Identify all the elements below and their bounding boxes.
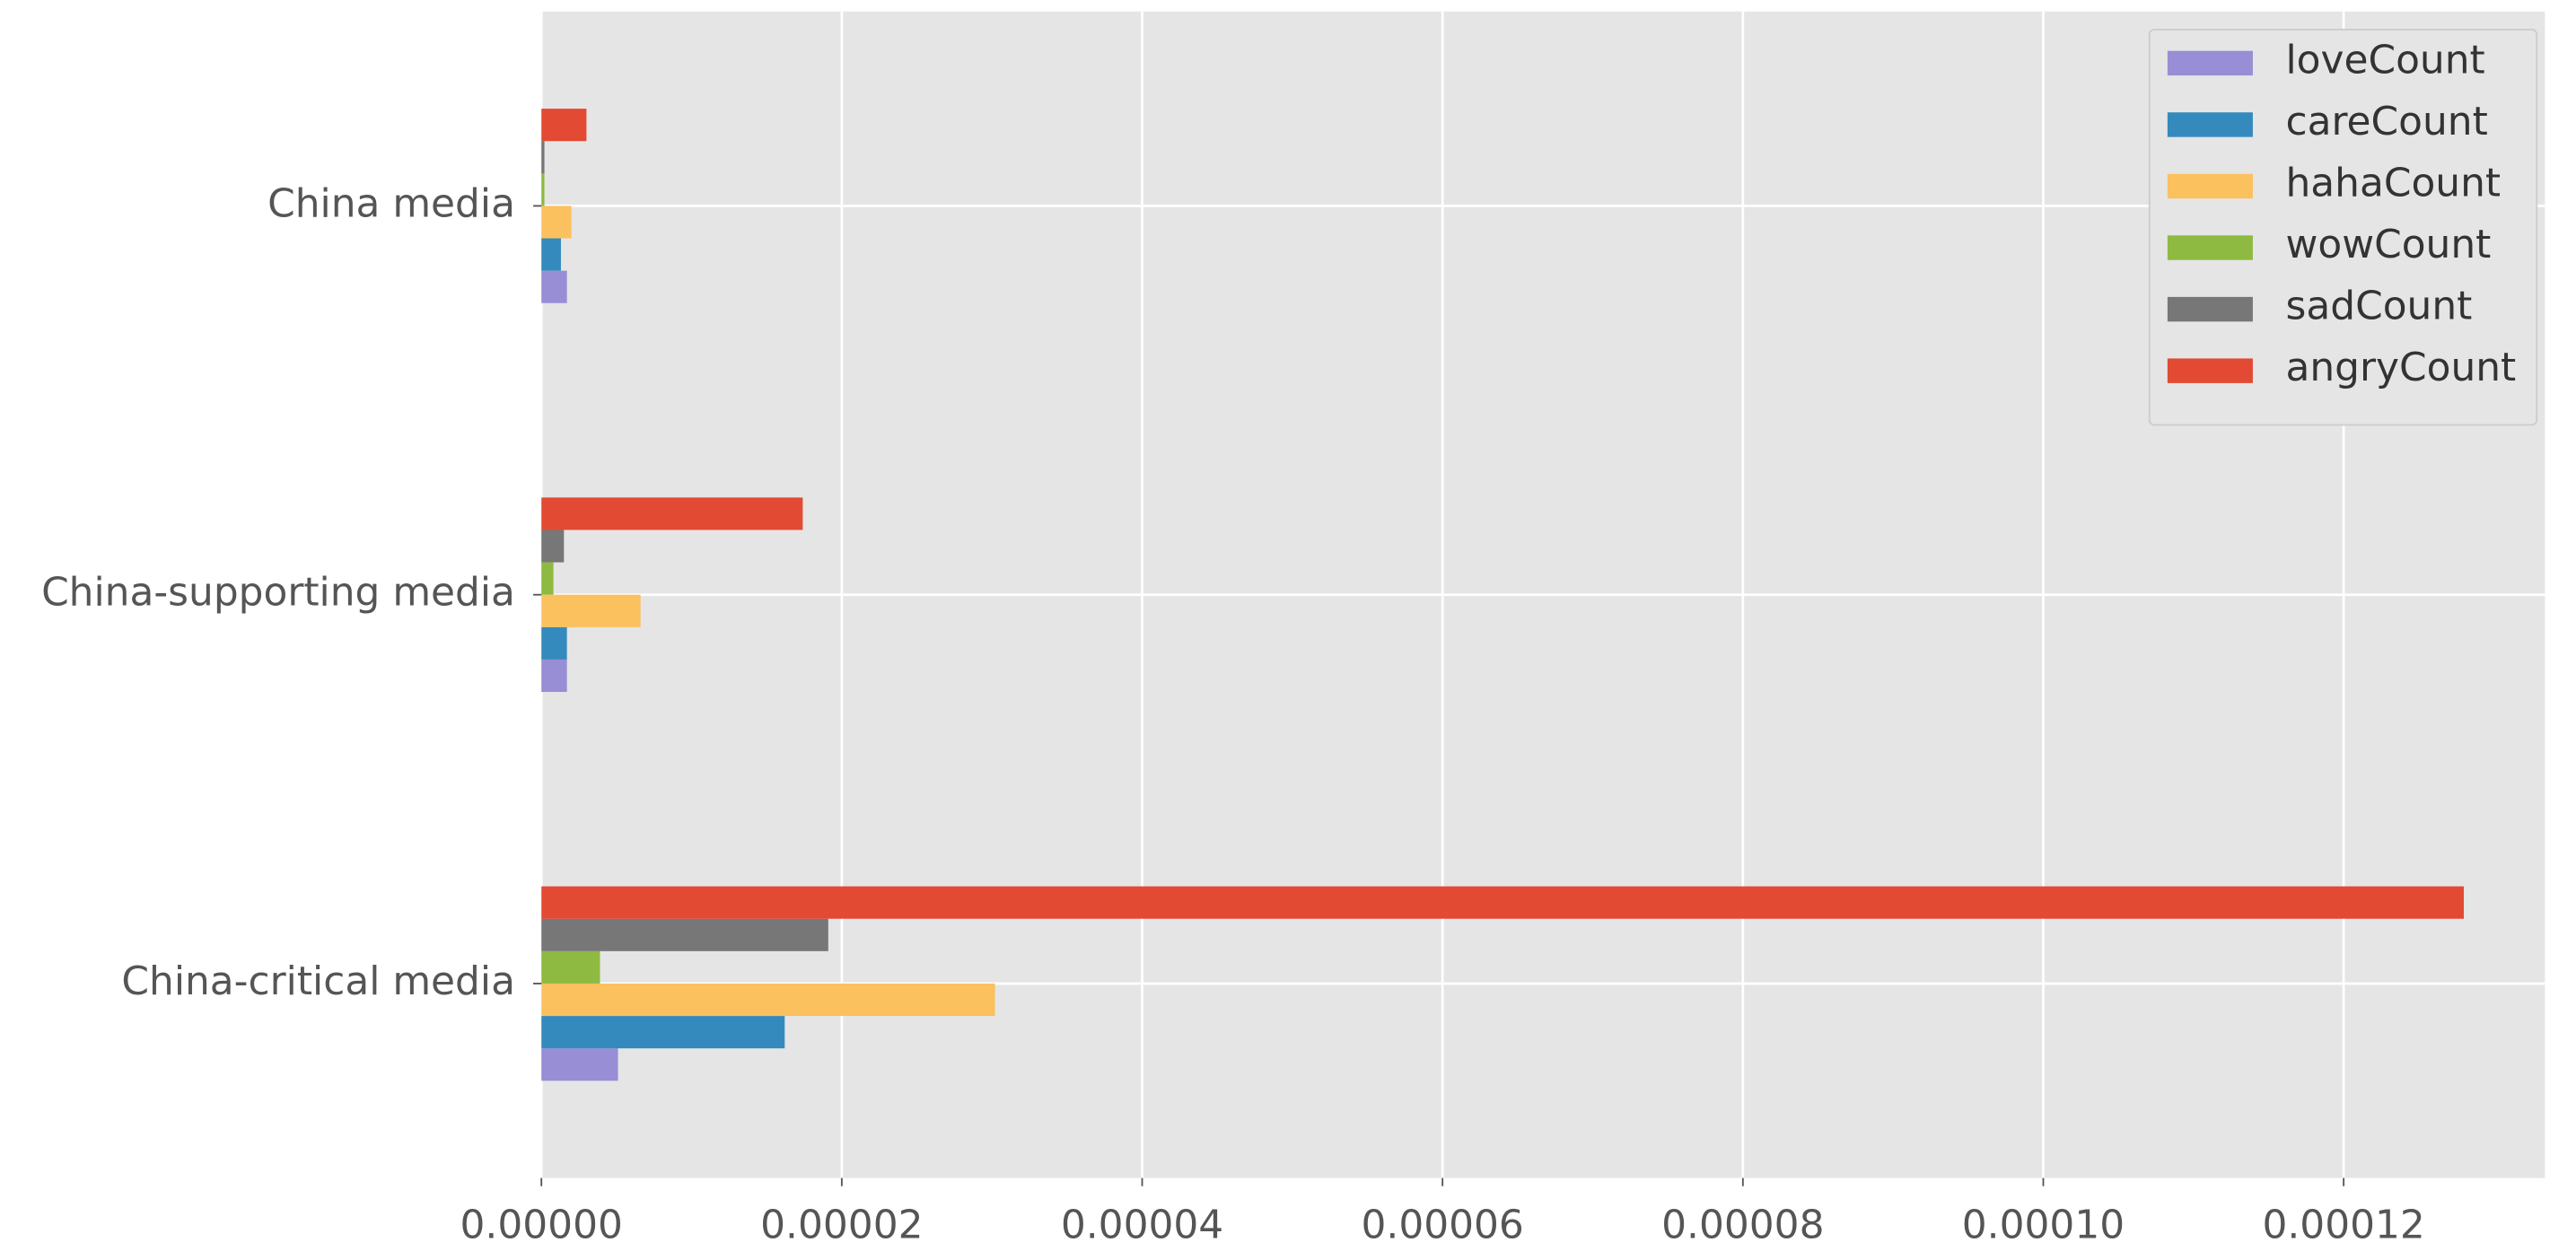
- bar: [541, 1048, 618, 1081]
- bar: [541, 141, 545, 174]
- legend-label: wowCount: [2286, 222, 2492, 267]
- x-tick-label: 0.00008: [1661, 1202, 1824, 1247]
- x-tick-label: 0.00004: [1061, 1202, 1223, 1247]
- x-tick-label: 0.00010: [1962, 1202, 2125, 1247]
- bar: [541, 626, 567, 660]
- bar: [541, 238, 561, 271]
- legend-swatch: [2167, 50, 2253, 76]
- legend-swatch: [2167, 358, 2253, 383]
- x-tick-label: 0.00002: [760, 1202, 923, 1247]
- y-tick-label: China media: [267, 180, 515, 226]
- legend-swatch: [2167, 112, 2253, 137]
- legend-label: hahaCount: [2286, 161, 2502, 206]
- legend-label: careCount: [2286, 99, 2488, 144]
- bar: [541, 1016, 785, 1049]
- bar: [541, 594, 641, 627]
- legend-swatch: [2167, 173, 2253, 199]
- bar: [541, 659, 567, 693]
- bar: [541, 529, 565, 563]
- bar: [541, 562, 554, 595]
- bar: [541, 918, 828, 951]
- bar: [541, 206, 572, 239]
- bar: [541, 886, 2464, 919]
- x-tick-label: 0.00012: [2262, 1202, 2424, 1247]
- legend-label: angryCount: [2286, 345, 2517, 390]
- bar: [541, 109, 587, 142]
- y-tick-label: China-critical media: [121, 958, 515, 1004]
- legend-swatch: [2167, 235, 2253, 260]
- legend-label: sadCount: [2286, 284, 2473, 329]
- x-tick-label: 0.00006: [1361, 1202, 1523, 1247]
- legend-swatch: [2167, 296, 2253, 322]
- bar: [541, 983, 995, 1017]
- legend-label: loveCount: [2286, 37, 2485, 83]
- bar: [541, 497, 803, 530]
- bar: [541, 173, 545, 206]
- bar: [541, 270, 567, 303]
- bar: [541, 950, 600, 984]
- x-tick-label: 0.00000: [460, 1202, 623, 1247]
- y-tick-label: China-supporting media: [41, 570, 515, 616]
